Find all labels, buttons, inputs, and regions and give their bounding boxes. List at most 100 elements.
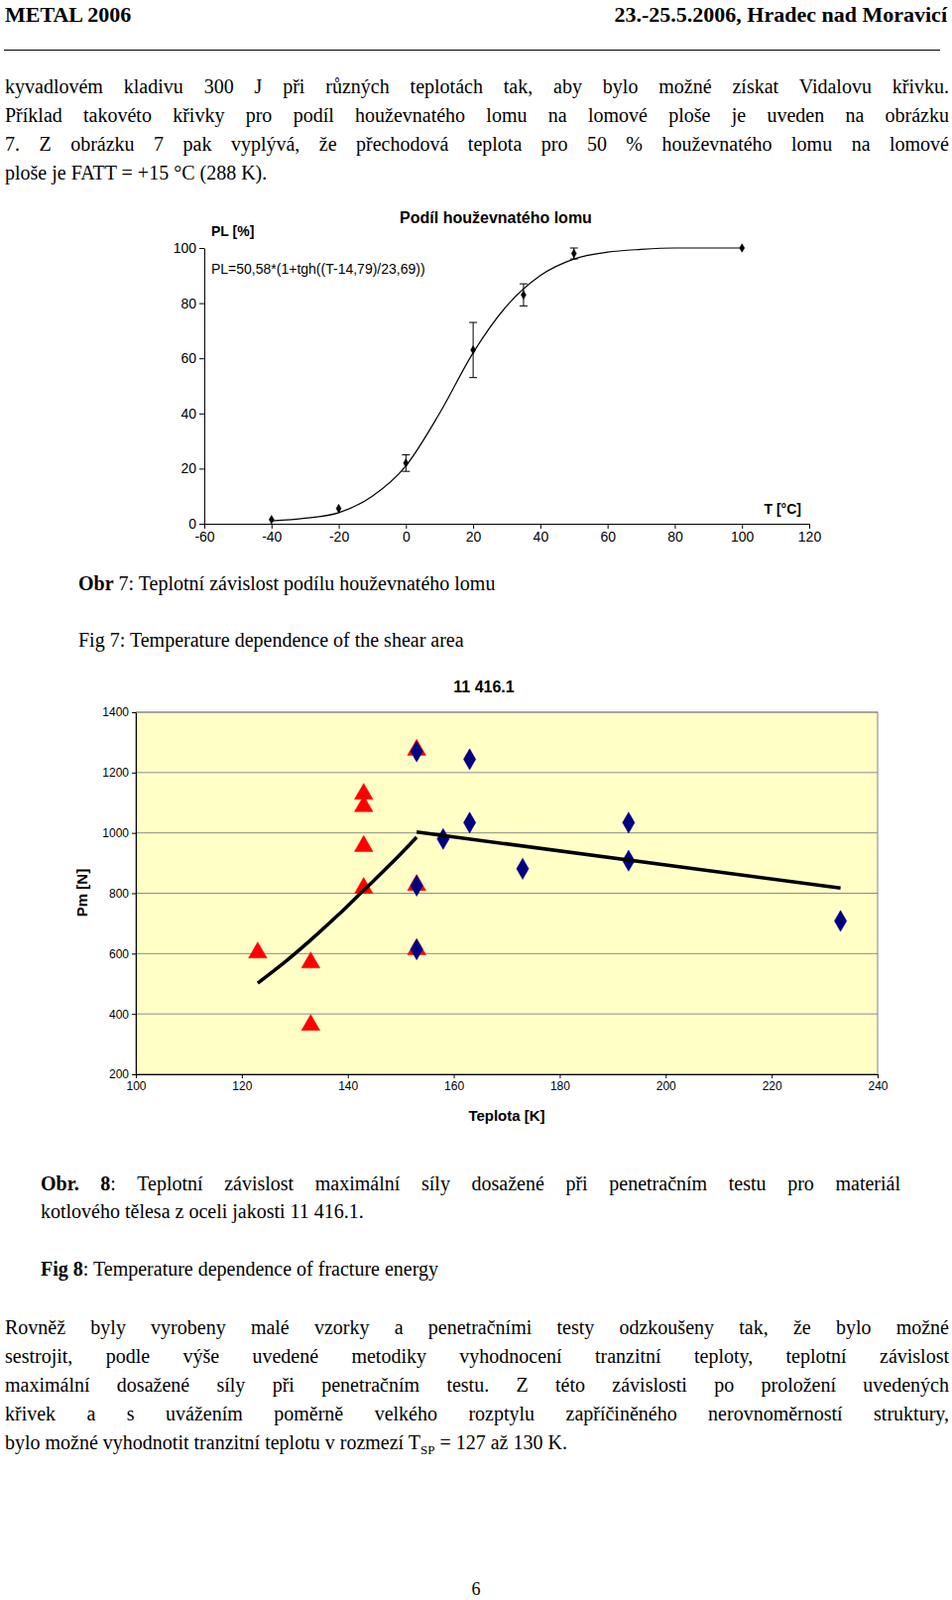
tick: 60 [180,350,205,366]
plot-area [268,243,744,525]
tick-label: 0 [402,528,411,545]
series [248,738,427,1031]
line [257,836,417,983]
axis: 200 400 600 800 1000 1200 1400 [102,705,136,1081]
marker [354,834,373,851]
tick-label: 120 [798,528,823,545]
marker [622,812,635,833]
tick-label: 1400 [102,705,129,719]
tick: 240 [867,1073,888,1093]
series [410,740,847,960]
tick-mark [199,303,205,305]
caption: Obr. 8: Teplotní závislost maximální síl… [40,1169,901,1198]
subscript: SP [420,1441,435,1457]
tick-mark [771,1073,773,1078]
tick-label: 600 [109,947,129,961]
tick: -20 [329,523,350,545]
tick: 1200 [102,765,136,780]
tick: 100 [730,523,755,545]
marker [520,290,526,300]
marker [410,740,423,762]
marker [268,514,274,524]
caption: Fig 7: Temperature dependence of the she… [78,625,932,655]
tick-mark [131,772,136,774]
y-axis-title: Pm [N] [73,868,91,917]
tick-label: 80 [180,295,197,312]
error-bar [570,247,579,259]
text-segment: 7: Teplotní závislost podílu houževnatéh… [114,572,496,595]
tick-mark [131,893,136,895]
tick: -40 [261,523,282,545]
annotation: PL=50,58*(1+tgh((T-14,79)/23,69)) [211,260,426,277]
axis: 100120140160180200220240 [125,1073,888,1093]
tick: 100 [173,239,205,256]
axis-line [136,1073,879,1075]
grid-line [135,1073,878,1075]
marker [463,748,476,770]
tick-mark [131,833,136,834]
tick-label: 160 [444,1078,465,1093]
tick-mark [131,952,136,954]
tick-mark [131,712,136,714]
tick-label: 200 [109,1067,129,1081]
tick-label: 40 [180,405,197,422]
caption: Fig 8: Temperature dependence of fractur… [40,1254,901,1284]
tick: 140 [338,1073,358,1093]
grid-line [135,771,878,773]
text-segment: Obr [78,572,115,595]
tick-mark [877,1073,879,1078]
error-bar [469,322,477,378]
paragraph-line: Příklad takovéto křivky pro podíl houžev… [4,101,950,130]
tick: 80 [667,523,684,545]
series [257,836,417,983]
caption: Obr 7: Teplotní závislost podílu houževn… [78,569,932,598]
tick-label: 100 [173,239,198,256]
caption: kotlového tělesa z oceli jakosti 11 416.… [40,1196,901,1226]
tick-label: 800 [109,886,129,901]
tick: -60 [194,523,215,545]
tick-label: 120 [232,1078,252,1093]
tick: 1400 [102,705,136,719]
tick: 20 [466,523,482,545]
header-right: 23.-25.5.2006, Hradec nad Moravicí [550,0,948,29]
line [271,247,742,521]
marker [410,874,423,896]
tick: 120 [232,1073,252,1093]
tick: 220 [762,1073,783,1093]
tick-label: 100 [730,528,755,545]
y-axis-title: PL [%] [211,223,254,239]
text-segment: = 127 až 130 K. [434,1430,567,1453]
axis-line [204,248,206,525]
chart-title: Podíl houževnatého lomu [399,209,593,227]
tick-label: -20 [329,528,350,545]
text-segment: Fig 8 [40,1257,84,1280]
tick: 180 [550,1073,571,1093]
tick-mark [199,523,205,525]
tick-label: 1000 [102,826,129,840]
page-number: 6 [376,1574,576,1600]
error-bar [519,283,528,306]
tick-label: 40 [533,528,550,545]
series [271,247,742,521]
tick-label: -60 [194,528,215,545]
chart: -60-40-20020406080100120020406080100Podí… [173,209,823,545]
grid [135,712,878,1074]
tick-label: 1200 [102,765,129,780]
paragraph-line: Rovněž byly vyrobeny malé vzorky a penet… [4,1312,950,1342]
marker [410,938,423,959]
marker [471,345,476,355]
plot-area [248,738,847,1031]
marker [571,248,577,258]
text-segment: bylo možné vyhodnotit tranzitní teplotu … [4,1430,421,1453]
tick: 0 [402,523,411,545]
line [416,832,840,889]
tick-mark [131,1073,136,1075]
tick-label: 140 [338,1078,358,1093]
chart-title: 11 416.1 [453,678,515,696]
tick: 400 [109,1007,136,1022]
paragraph-line: maximální dosažené síly při penetračním … [4,1370,950,1400]
tick-mark [559,1073,561,1078]
text-segment: : Temperature dependence of fracture ene… [83,1257,439,1280]
marker [301,1014,321,1031]
tick-mark [135,1073,137,1078]
